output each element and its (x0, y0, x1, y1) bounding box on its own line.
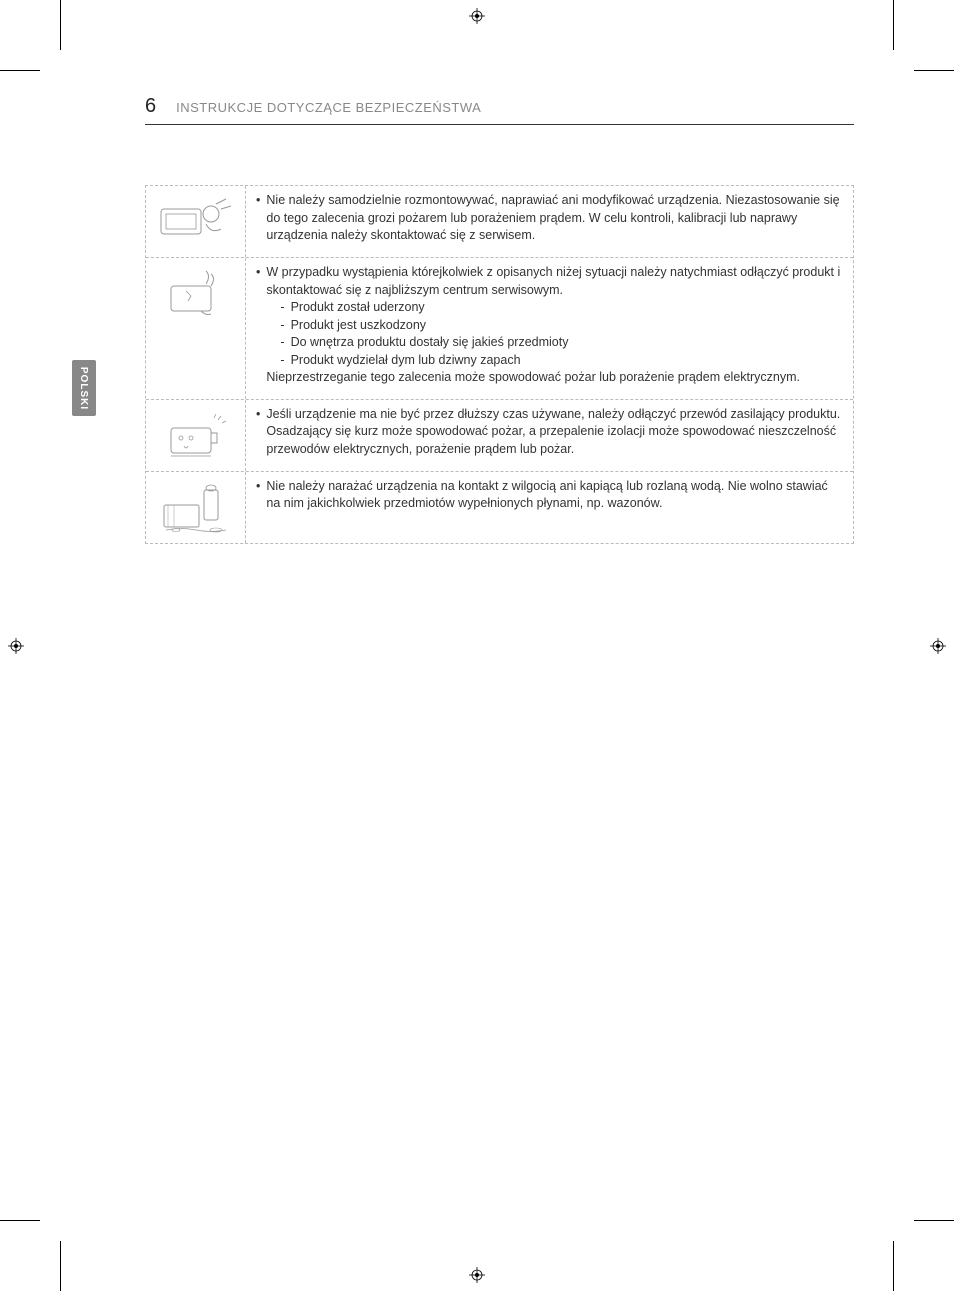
bullet: • (256, 264, 260, 387)
text-cell: • Nie należy samodzielnie rozmontowywać,… (246, 186, 853, 257)
text-cell: • Nie należy narażać urządzenia na konta… (246, 472, 853, 543)
crop-mark (893, 0, 894, 50)
sub-item-text: Produkt jest uszkodzony (291, 318, 427, 332)
language-tab-label: POLSKI (79, 366, 90, 409)
safety-text: W przypadku wystąpienia którejkolwiek z … (266, 265, 840, 297)
safety-text-cont: Osadzający się kurz może spowodować poża… (266, 423, 843, 458)
safety-text-tail: Nieprzestrzeganie tego zalecenia może sp… (266, 369, 843, 387)
damage-icon (156, 266, 236, 321)
sub-item-text: Produkt został uderzony (291, 300, 425, 314)
sub-item-text: Do wnętrza produktu dostały się jakieś p… (291, 335, 569, 349)
unplug-icon (156, 408, 236, 463)
section-title: INSTRUKCJE DOTYCZĄCE BEZPIECZEŃSTWA (176, 100, 481, 115)
page-header: 6 INSTRUKCJE DOTYCZĄCE BEZPIECZEŃSTWA (145, 95, 854, 125)
language-tab: POLSKI (72, 360, 96, 416)
crop-mark (60, 0, 61, 50)
text-cell: • Jeśli urządzenie ma nie być przez dłuż… (246, 400, 853, 471)
bullet: • (256, 478, 260, 513)
safety-text: Nie należy samodzielnie rozmontowywać, n… (266, 192, 843, 245)
text-cell: • W przypadku wystąpienia którejkolwiek … (246, 258, 853, 399)
crop-mark (914, 1220, 954, 1221)
illustration-cell (146, 258, 246, 399)
water-hazard-icon (156, 480, 236, 535)
disassembly-icon (156, 194, 236, 249)
table-row: • Nie należy narażać urządzenia na konta… (146, 472, 853, 543)
sub-item-text: Produkt wydzielał dym lub dziwny zapach (291, 353, 521, 367)
crop-mark (0, 1220, 40, 1221)
table-row: • W przypadku wystąpienia którejkolwiek … (146, 258, 853, 400)
safety-table: • Nie należy samodzielnie rozmontowywać,… (145, 185, 854, 544)
registration-mark-icon (469, 8, 485, 24)
safety-text: Nie należy narażać urządzenia na kontakt… (266, 478, 843, 513)
crop-mark (914, 70, 954, 71)
illustration-cell (146, 186, 246, 257)
table-row: • Jeśli urządzenie ma nie być przez dłuż… (146, 400, 853, 472)
bullet: • (256, 192, 260, 245)
crop-mark (60, 1241, 61, 1291)
illustration-cell (146, 472, 246, 543)
registration-mark-icon (469, 1267, 485, 1283)
page-number: 6 (145, 95, 156, 118)
page-content: 6 INSTRUKCJE DOTYCZĄCE BEZPIECZEŃSTWA • … (145, 95, 854, 1201)
registration-mark-icon (930, 638, 946, 654)
crop-mark (0, 70, 40, 71)
safety-text: Jeśli urządzenie ma nie być przez dłuższ… (266, 406, 843, 424)
crop-mark (893, 1241, 894, 1291)
bullet: • (256, 406, 260, 459)
registration-mark-icon (8, 638, 24, 654)
illustration-cell (146, 400, 246, 471)
table-row: • Nie należy samodzielnie rozmontowywać,… (146, 186, 853, 258)
